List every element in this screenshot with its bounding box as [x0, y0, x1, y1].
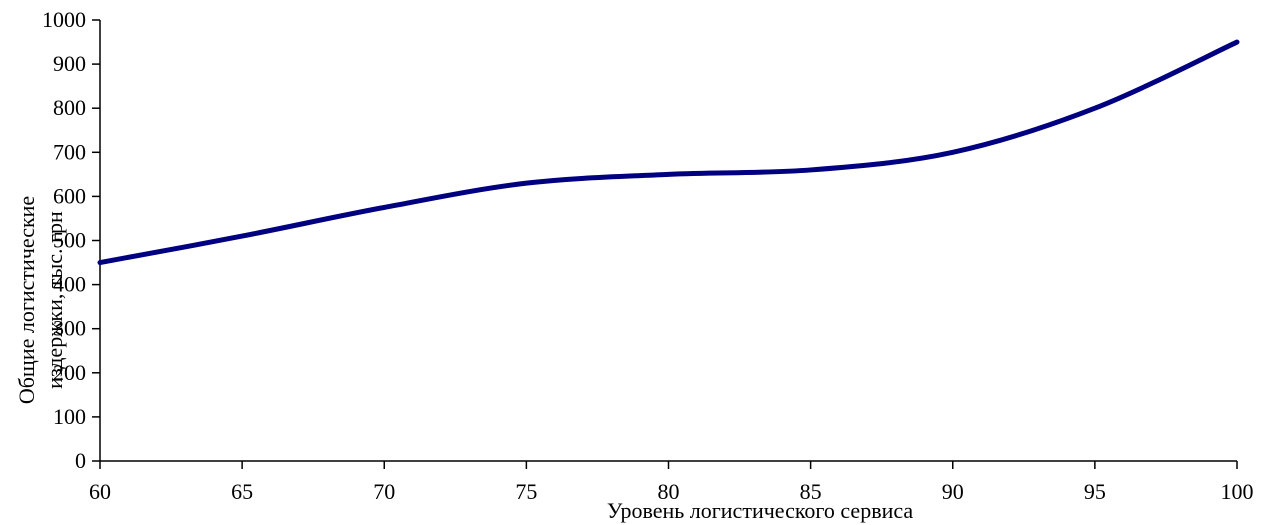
y-axis-label-line-1: Общие логистические — [14, 196, 39, 404]
x-tick-label: 90 — [942, 479, 964, 504]
y-tick-label: 300 — [53, 316, 86, 341]
x-tick-label: 100 — [1221, 479, 1254, 504]
x-tick-label: 85 — [800, 479, 822, 504]
y-tick-label: 900 — [53, 51, 86, 76]
y-axis-label-line-2: издержки, тыс. грн — [42, 211, 67, 389]
y-tick-label: 700 — [53, 139, 86, 164]
x-tick-label: 65 — [231, 479, 253, 504]
y-tick-label: 800 — [53, 95, 86, 120]
y-tick-label: 600 — [53, 183, 86, 208]
y-tick-label: 0 — [75, 448, 86, 473]
x-tick-label: 75 — [515, 479, 537, 504]
y-tick-label: 100 — [53, 404, 86, 429]
x-tick-label: 95 — [1084, 479, 1106, 504]
x-axis-label: Уровень логистического сервиса — [607, 498, 914, 523]
y-tick-label: 500 — [53, 228, 86, 253]
series-layer — [97, 39, 1240, 266]
x-tick-label: 60 — [89, 479, 111, 504]
y-tick-label: 1000 — [42, 7, 86, 32]
series-line — [97, 39, 1240, 266]
x-tick-label: 70 — [373, 479, 395, 504]
x-tick-label: 80 — [658, 479, 680, 504]
axes — [92, 19, 1238, 469]
tick-labels: 0 100 200 300 400 500 600 700 800 900 1000 60 65 70 75… — [42, 7, 1254, 504]
y-tick-label: 200 — [53, 360, 86, 385]
axis-labels: Уровень логистического сервиса Общие лог… — [14, 196, 913, 523]
y-tick-label: 400 — [53, 272, 86, 297]
